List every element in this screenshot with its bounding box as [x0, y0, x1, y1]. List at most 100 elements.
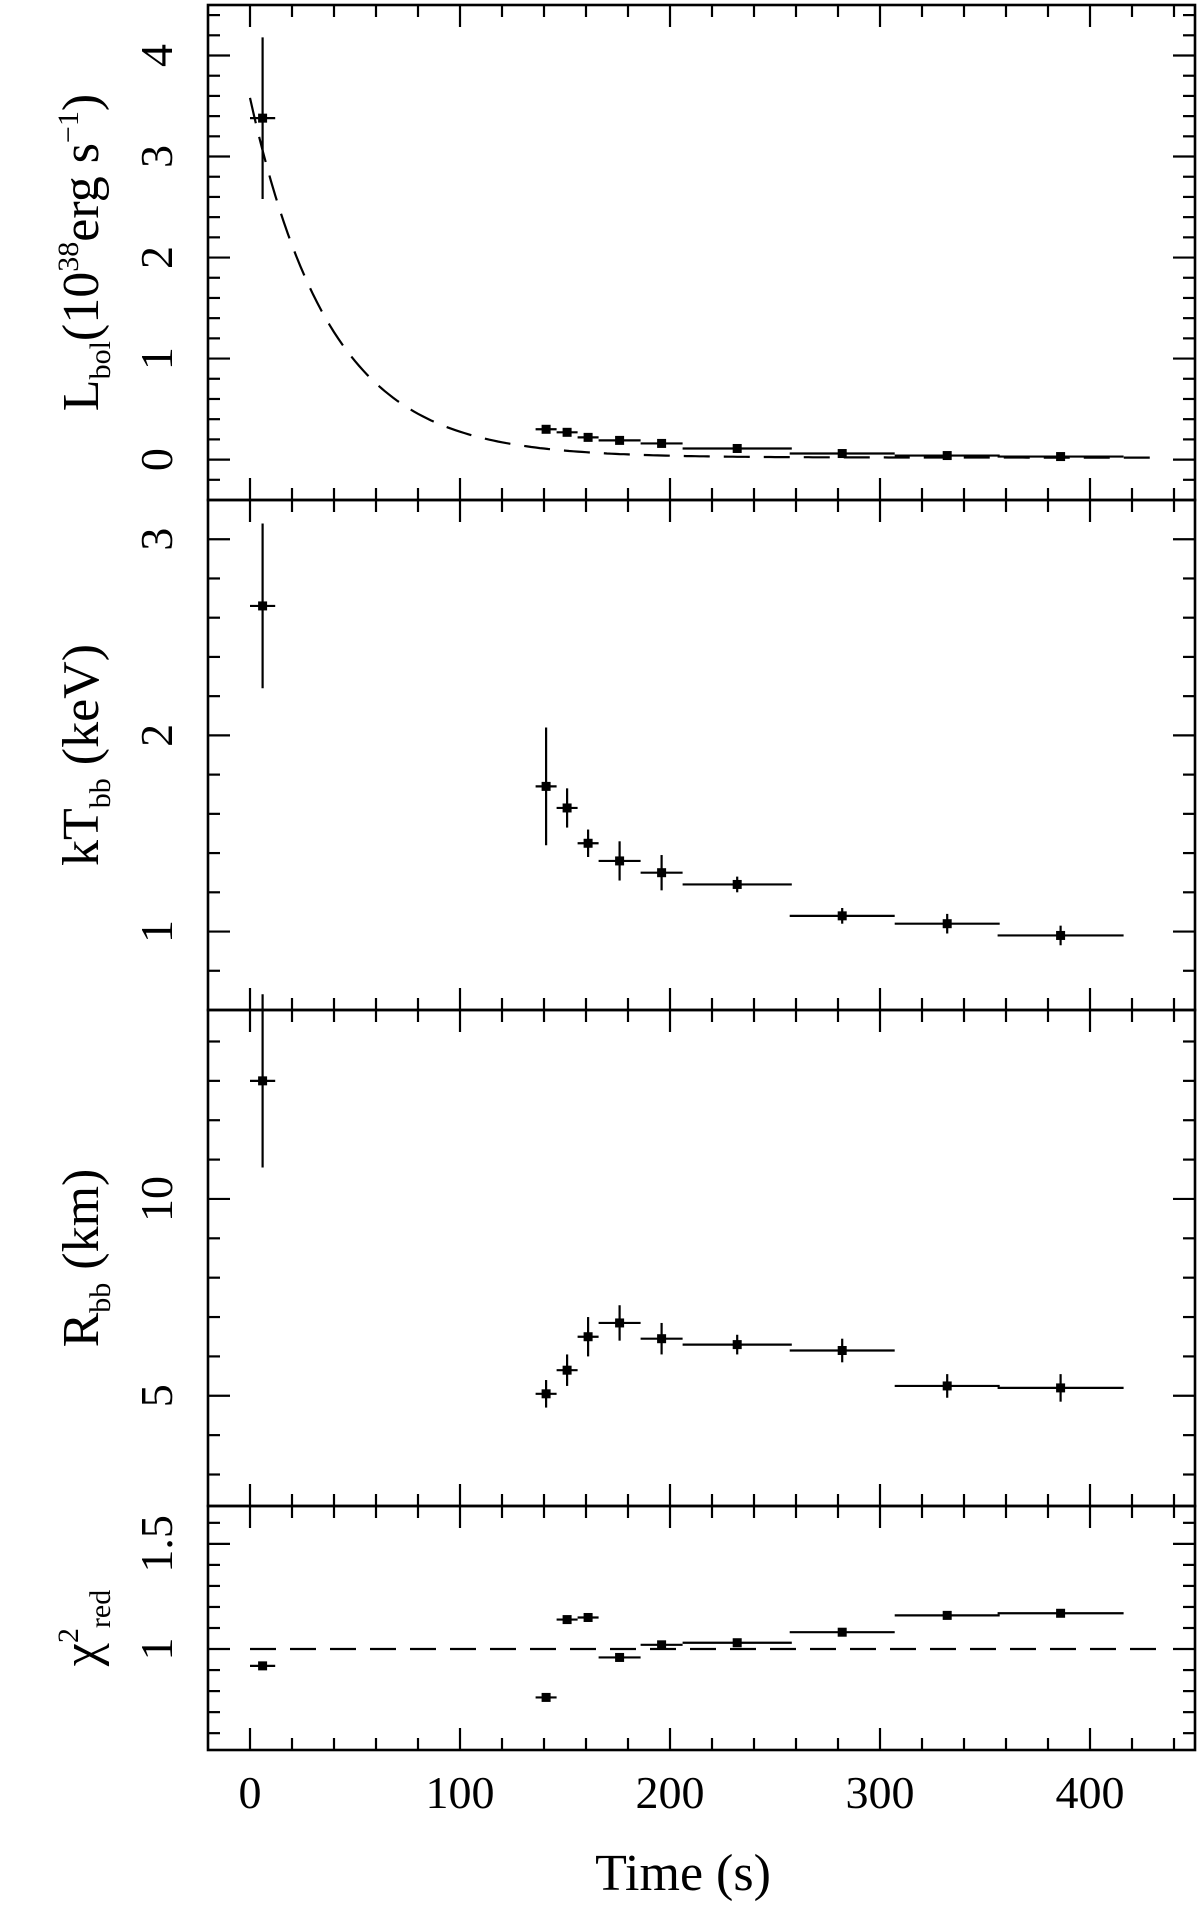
data-point — [682, 1334, 792, 1355]
point-marker — [1056, 1383, 1066, 1393]
panel-chi2: 1 1.5 χ2red — [52, 1504, 1197, 1752]
data-point — [682, 876, 792, 893]
point-marker — [615, 1652, 625, 1662]
point-marker — [562, 803, 572, 813]
y-axis-label: Lbol(1038erg s−1) — [52, 94, 117, 411]
data-point — [997, 1374, 1124, 1402]
point-marker — [541, 1692, 551, 1702]
point-marker — [562, 1365, 572, 1375]
point-marker — [942, 919, 952, 929]
data-point — [682, 1638, 792, 1648]
point-marker — [615, 1318, 625, 1328]
y-tick-label: 1 — [131, 1638, 182, 1661]
y-tick-label: 0 — [131, 448, 182, 471]
point-marker — [657, 438, 667, 448]
y-tick-label: 10 — [131, 1176, 182, 1222]
data-point — [640, 855, 683, 891]
point-marker — [1056, 1608, 1066, 1618]
point-marker — [657, 1640, 667, 1650]
point-marker — [657, 1334, 667, 1344]
data-point — [682, 443, 792, 453]
data-point — [577, 1317, 599, 1357]
y-tick-label: 3 — [131, 528, 182, 551]
data-point — [535, 727, 557, 846]
x-tick-label: 300 — [846, 1767, 915, 1818]
y-tick-label: 1 — [131, 347, 182, 370]
point-marker — [615, 856, 625, 866]
data-point — [997, 925, 1124, 946]
data-point — [997, 1608, 1124, 1618]
label-main: kT — [53, 808, 110, 866]
panel-frame — [206, 3, 1197, 502]
panel-frame — [206, 1008, 1197, 1508]
label-main: R — [53, 1312, 110, 1347]
point-marker — [258, 1076, 268, 1086]
point-marker — [1056, 930, 1066, 940]
data-point — [598, 435, 641, 445]
data-point — [556, 1354, 578, 1386]
point-marker — [837, 449, 847, 459]
y-axis-label: χ2red — [52, 1590, 117, 1667]
y-axis-label: kTbb (keV) — [53, 644, 117, 866]
data-point — [556, 1615, 578, 1625]
data-point — [577, 829, 599, 857]
data-point — [250, 523, 276, 689]
data-point — [250, 994, 276, 1168]
point-marker — [942, 1610, 952, 1620]
data-point — [894, 913, 1000, 934]
data-point — [535, 1380, 557, 1408]
data-point — [598, 841, 641, 881]
point-marker — [942, 1381, 952, 1391]
y-tick-label: 5 — [131, 1384, 182, 1407]
data-point — [789, 449, 895, 459]
y-axis-label: Rbb (km) — [53, 1169, 117, 1348]
data-point — [789, 908, 895, 924]
y-tick-label: 2 — [131, 246, 182, 269]
point-marker — [258, 1661, 268, 1671]
point-marker — [583, 1612, 593, 1622]
panel-radius: 5 10 Rbb (km) — [53, 994, 1197, 1508]
panel-temperature: 1 2 3 kTbb (keV) — [53, 498, 1197, 1012]
label-exp: −1 — [52, 111, 85, 143]
y-tick-label: 1 — [131, 920, 182, 943]
point-marker — [562, 1615, 572, 1625]
label-unit: erg s — [53, 143, 110, 242]
data-point — [535, 1692, 557, 1702]
point-marker — [258, 113, 268, 123]
data-point — [250, 37, 276, 199]
x-tick-label: 0 — [239, 1767, 262, 1818]
point-marker — [942, 451, 952, 461]
data-point — [789, 1627, 895, 1637]
point-marker — [1056, 452, 1066, 462]
data-point — [789, 1338, 895, 1363]
point-marker — [657, 868, 667, 878]
point-marker — [837, 1627, 847, 1637]
data-point — [894, 451, 1000, 461]
label-main: χ — [53, 1643, 110, 1667]
x-tick-label: 400 — [1056, 1767, 1125, 1818]
label-main: L — [53, 379, 110, 411]
y-tick-label: 2 — [131, 724, 182, 747]
data-point — [577, 1612, 599, 1622]
label-unit: ) — [53, 94, 110, 111]
x-axis-label: Time (s) — [595, 1845, 771, 1902]
y-tick-label: 4 — [131, 44, 182, 67]
data-point — [577, 432, 599, 442]
panel-luminosity: 0 1 2 3 4 Lbol(1038erg s−1) — [52, 3, 1197, 502]
data-point — [997, 452, 1124, 462]
panel-frame — [206, 498, 1197, 1012]
data-point — [598, 1652, 641, 1662]
point-marker — [541, 424, 551, 434]
point-marker — [258, 601, 268, 611]
label-exp: 2 — [52, 1628, 85, 1643]
label-sub: bol — [84, 341, 117, 379]
data-point — [598, 1305, 641, 1341]
point-marker — [732, 1340, 742, 1350]
point-marker — [837, 1346, 847, 1356]
label-sub: red — [84, 1590, 117, 1628]
label-sub: bb — [84, 778, 117, 808]
point-marker — [562, 427, 572, 437]
data-point — [535, 424, 557, 434]
data-point — [556, 427, 578, 437]
